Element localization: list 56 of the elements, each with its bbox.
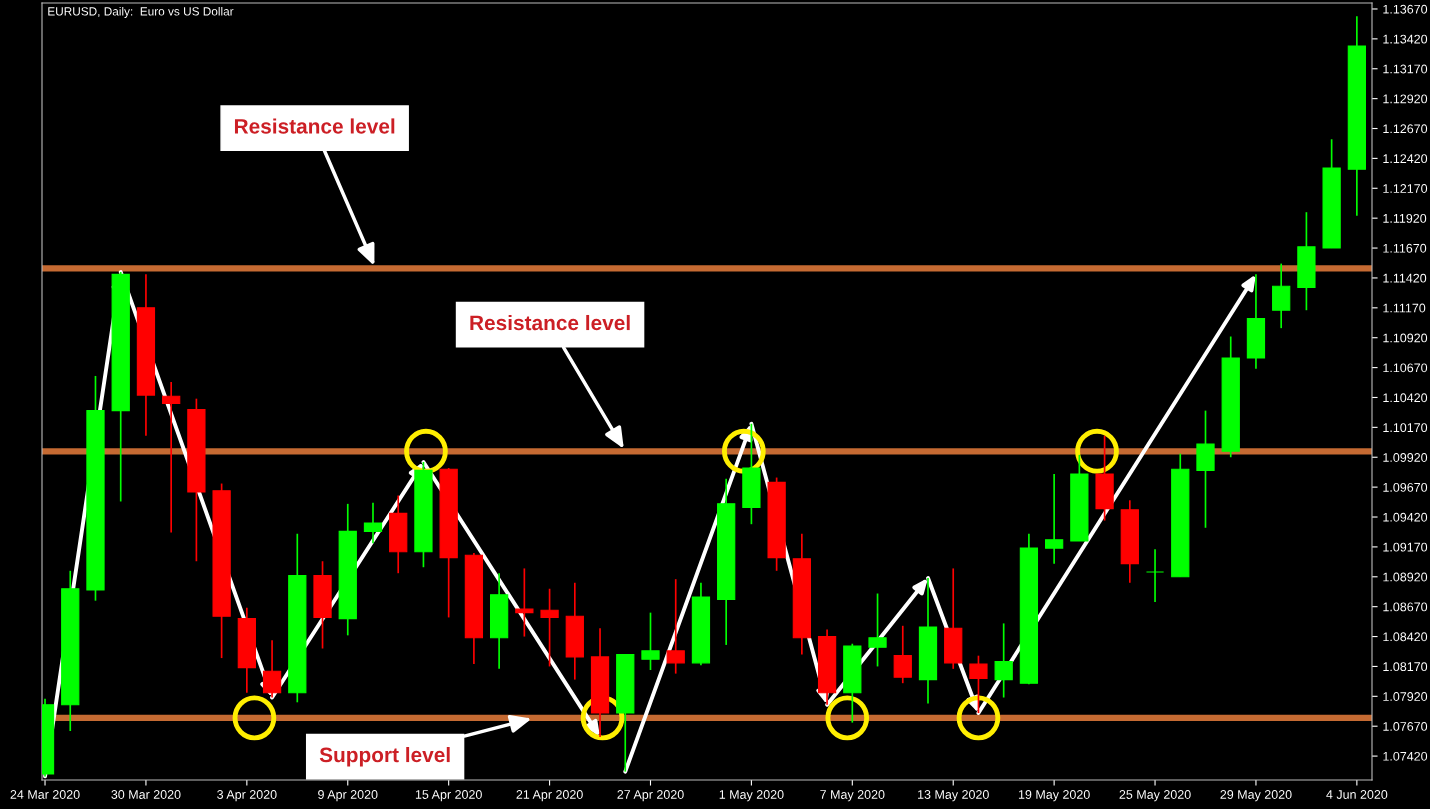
- x-tick-label: 1 May 2020: [719, 790, 784, 802]
- candlestick: [868, 592, 887, 668]
- y-tick-label: 1.10420: [1383, 393, 1428, 403]
- y-tick-label: 1.12170: [1383, 184, 1428, 193]
- y-tick-label: 1.08670: [1383, 602, 1428, 612]
- y-tick-label: 1.08170: [1383, 662, 1428, 672]
- x-tick-label: 9 Apr 2020: [318, 790, 378, 802]
- y-tick-label: 1.13170: [1383, 64, 1428, 74]
- y-tick-label: 1.08420: [1383, 632, 1428, 642]
- ref-line-label: Resistance level: [470, 314, 630, 331]
- x-tick-label: 15 Apr 2020: [415, 790, 482, 802]
- y-tick-label: 1.11170: [1383, 303, 1426, 313]
- x-tick-label: 29 May 2020: [1220, 790, 1292, 802]
- x-tick-label: 25 May 2020: [1119, 790, 1191, 802]
- y-tick-label: 1.11920: [1383, 213, 1427, 223]
- candlestick: [994, 622, 1013, 699]
- y-tick-label: 1.13420: [1383, 34, 1428, 44]
- y-tick-label: 1.11420: [1383, 273, 1427, 283]
- y-tick-label: 1.08920: [1383, 572, 1428, 582]
- x-tick-label: 27 Apr 2020: [617, 790, 684, 802]
- y-tick-label: 1.12920: [1383, 94, 1428, 104]
- y-tick-label: 1.09170: [1383, 542, 1428, 552]
- y-tick-label: 1.09670: [1383, 482, 1428, 492]
- x-tick-label: 21 Apr 2020: [516, 790, 583, 802]
- y-tick-label: 1.10170: [1383, 423, 1428, 433]
- y-tick-label: 1.12420: [1383, 154, 1428, 164]
- x-tick-label: 7 May 2020: [820, 790, 885, 802]
- x-tick-label: 4 Jun 2020: [1326, 790, 1388, 799]
- candlestick: [666, 578, 685, 675]
- x-tick-label: 19 May 2020: [1018, 790, 1090, 802]
- y-tick-label: 1.07670: [1383, 722, 1428, 731]
- candlestick: [515, 567, 534, 638]
- candlestick: [162, 381, 181, 534]
- candlestick: [1044, 473, 1064, 565]
- y-tick-label: 1.10670: [1383, 363, 1428, 373]
- y-tick-label: 1.07920: [1383, 692, 1428, 701]
- ref-line-label: Support level: [319, 746, 450, 767]
- x-tick-label: 24 Mar 2020: [10, 790, 80, 799]
- y-tick-label: 1.07420: [1383, 751, 1428, 761]
- candlestick: [1145, 548, 1165, 603]
- candlestick: [540, 587, 559, 668]
- candlestick: [893, 624, 912, 685]
- candlestick: [641, 611, 660, 671]
- candlestick: [1272, 262, 1291, 329]
- ref-line-label: Resistance level: [234, 118, 395, 134]
- candlestick: [363, 501, 383, 545]
- x-tick-label: 13 May 2020: [918, 790, 989, 802]
- y-tick-label: 1.10920: [1383, 333, 1428, 343]
- chart-title: EURUSD, Daily: Euro vs US Dollar: [48, 6, 234, 18]
- y-tick-label: 1.11670: [1383, 243, 1427, 253]
- y-tick-label: 1.09420: [1383, 512, 1428, 522]
- y-tick-label: 1.13670: [1383, 4, 1428, 14]
- y-tick-label: 1.09920: [1383, 453, 1428, 462]
- y-tick-label: 1.12670: [1383, 124, 1428, 134]
- x-tick-label: 3 Apr 2020: [217, 790, 277, 802]
- x-tick-label: 30 Mar 2020: [111, 790, 181, 799]
